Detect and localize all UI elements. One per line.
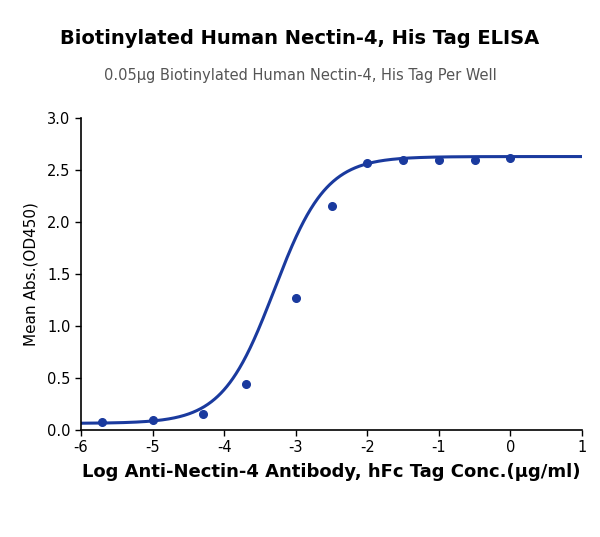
Text: Biotinylated Human Nectin-4, His Tag ELISA: Biotinylated Human Nectin-4, His Tag ELI… (61, 30, 539, 48)
Y-axis label: Mean Abs.(OD450): Mean Abs.(OD450) (24, 202, 39, 346)
Text: 0.05μg Biotinylated Human Nectin-4, His Tag Per Well: 0.05μg Biotinylated Human Nectin-4, His … (104, 68, 496, 83)
X-axis label: Log Anti-Nectin-4 Antibody, hFc Tag Conc.(μg/ml): Log Anti-Nectin-4 Antibody, hFc Tag Conc… (82, 463, 581, 481)
